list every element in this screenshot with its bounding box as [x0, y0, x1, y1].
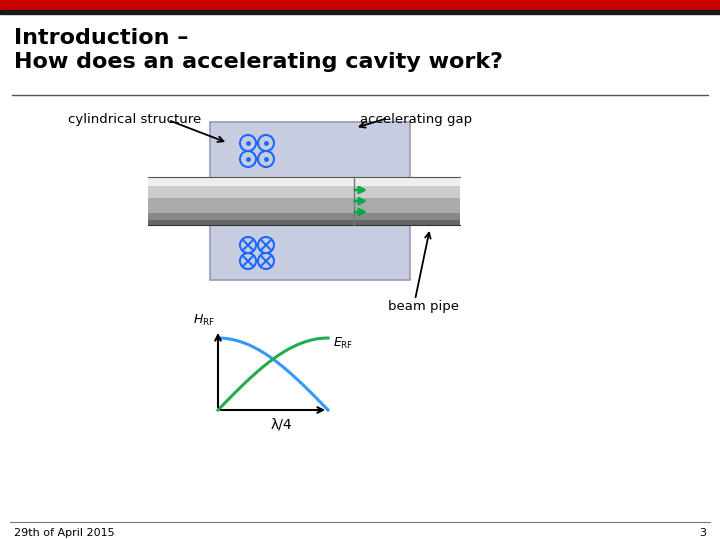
Bar — [0, 0, 720, 10]
Bar — [148, 213, 460, 220]
Bar — [148, 198, 460, 213]
Text: Introduction –: Introduction – — [14, 28, 189, 48]
Text: $E_{\rm RF}$: $E_{\rm RF}$ — [333, 336, 354, 351]
Bar — [148, 186, 460, 198]
Text: accelerating gap: accelerating gap — [360, 113, 472, 126]
Bar — [210, 122, 410, 280]
Bar — [148, 177, 460, 186]
Text: λ/4: λ/4 — [270, 418, 292, 432]
Text: cylindrical structure: cylindrical structure — [68, 113, 202, 126]
Text: beam pipe: beam pipe — [388, 300, 459, 313]
Text: $H_{\rm RF}$: $H_{\rm RF}$ — [193, 313, 215, 328]
Bar — [0, 10, 720, 14]
Text: How does an accelerating cavity work?: How does an accelerating cavity work? — [14, 52, 503, 72]
Bar — [148, 220, 460, 225]
Text: 3: 3 — [699, 528, 706, 538]
Text: 29th of April 2015: 29th of April 2015 — [14, 528, 114, 538]
